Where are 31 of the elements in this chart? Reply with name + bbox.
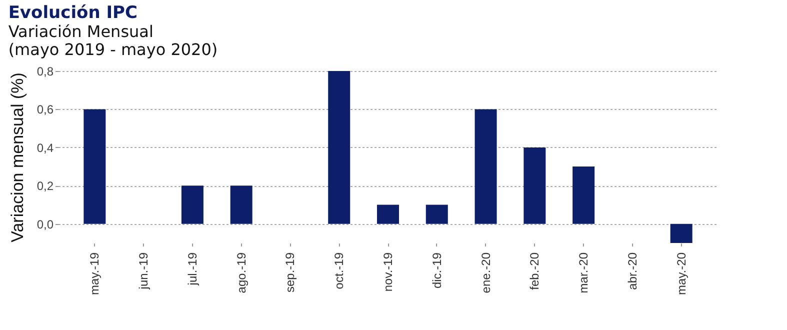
x-tick-label: sep.-19 <box>283 252 298 293</box>
chart-title: Evolución IPC <box>8 3 138 23</box>
y-tick-label: 0,4 <box>36 140 54 155</box>
x-tick-label: may.-20 <box>674 252 688 295</box>
y-tick-label: 0,2 <box>36 179 54 194</box>
bar <box>572 166 595 224</box>
x-tick-label: abr.-20 <box>625 252 640 290</box>
y-tick-label: 0,8 <box>36 64 54 78</box>
y-tick-label: 0,0 <box>36 217 54 232</box>
x-tick-label: ene.-20 <box>478 252 493 294</box>
bar <box>181 186 204 224</box>
bar <box>426 204 448 224</box>
x-tick-label: jul.-19 <box>185 252 200 286</box>
bar <box>84 109 106 224</box>
y-tick-label: 0,6 <box>36 102 54 117</box>
x-tick-label: ago.-19 <box>234 252 248 294</box>
bar <box>670 224 692 243</box>
x-tick-label: dic.-19 <box>430 252 444 289</box>
x-tick-label: feb.-20 <box>528 252 542 290</box>
bar <box>474 109 497 224</box>
chart-subtitle: Variación Mensual (mayo 2019 - mayo 2020) <box>8 22 218 59</box>
x-tick-label: nov.-19 <box>381 252 395 292</box>
bar <box>377 204 399 224</box>
bar <box>524 147 546 224</box>
x-tick-label: oct.-19 <box>332 252 346 290</box>
bar <box>328 71 350 224</box>
bar <box>230 186 252 224</box>
x-tick-label: jun.-19 <box>136 252 151 290</box>
y-axis-title: Variacion mensual (%) <box>8 72 27 242</box>
x-tick-label: may.-19 <box>88 252 102 295</box>
x-tick-label: mar.-20 <box>576 252 591 294</box>
